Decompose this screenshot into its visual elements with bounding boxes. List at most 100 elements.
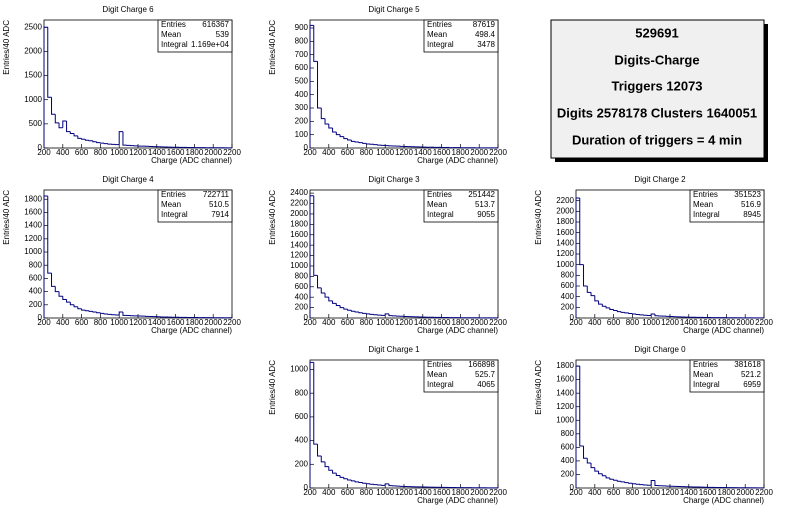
stats-value: 166898 <box>468 360 495 369</box>
x-axis-label: Charge (ADC channel) <box>683 496 764 505</box>
histogram-bin <box>309 361 314 488</box>
histogram-bin <box>354 480 359 483</box>
stats-box <box>423 19 499 53</box>
histogram-bin <box>583 264 588 287</box>
y-tick-label: 0 <box>38 313 43 322</box>
x-tick-label: 200 <box>303 318 317 327</box>
y-axis-label: Entries/40 ADC <box>534 190 543 245</box>
x-tick-label: 800 <box>626 488 640 497</box>
y-axis-label: Entries/40 ADC <box>268 190 277 245</box>
histogram-bin <box>583 446 588 459</box>
y-tick-label: 1200 <box>290 251 308 260</box>
histogram-bin <box>605 475 610 479</box>
x-tick-label: 2200 <box>755 488 773 497</box>
chart-title: Digit Charge 2 <box>634 175 686 184</box>
x-tick-label: 1000 <box>376 148 394 157</box>
chart-title: Digit Charge 4 <box>102 175 154 184</box>
histogram-bin <box>77 135 82 139</box>
histogram-bin <box>73 304 78 308</box>
histogram-bin <box>81 138 86 140</box>
y-axis-label: Entries/40 ADC <box>2 190 11 245</box>
x-axis-label: Charge (ADC channel) <box>683 326 764 335</box>
info-line: Digits-Charge <box>614 52 699 67</box>
stats-value: 87619 <box>473 20 496 29</box>
x-tick-label: 2200 <box>489 318 507 327</box>
x-tick-label: 1000 <box>642 318 660 327</box>
x-tick-label: 1600 <box>167 318 185 327</box>
stats-value: 525.7 <box>475 370 496 379</box>
stats-value: 3478 <box>477 40 495 49</box>
histogram-bin <box>88 310 93 312</box>
x-tick-label: 2000 <box>470 148 488 157</box>
stats-value: 498.4 <box>475 30 496 39</box>
stats-label: Mean <box>427 200 447 209</box>
stats-label: Entries <box>693 190 718 199</box>
histogram-bin <box>332 128 337 133</box>
y-tick-label: 900 <box>295 23 309 32</box>
histogram-bin <box>99 312 105 314</box>
y-axis-label: Entries/40 ADC <box>2 20 11 75</box>
x-tick-label: 1000 <box>376 318 394 327</box>
stats-box <box>423 189 499 223</box>
x-tick-label: 1000 <box>376 488 394 497</box>
stats-label: Entries <box>161 190 186 199</box>
y-tick-label: 800 <box>561 270 575 279</box>
y-tick-label: 100 <box>295 130 309 139</box>
x-tick-label: 600 <box>75 148 89 157</box>
x-tick-label: 1200 <box>661 488 679 497</box>
histogram-bin <box>69 302 75 306</box>
x-tick-label: 200 <box>37 148 51 157</box>
histogram-bin <box>609 307 614 310</box>
histogram-bin <box>313 195 318 276</box>
histogram-bin <box>343 307 348 310</box>
histogram-bin <box>624 481 629 484</box>
x-tick-label: 1800 <box>452 488 470 497</box>
stats-label: Entries <box>161 20 186 29</box>
stats-label: Entries <box>427 20 452 29</box>
x-tick-label: 1400 <box>680 488 698 497</box>
x-axis-label: Charge (ADC channel) <box>417 326 498 335</box>
stats-label: Integral <box>427 210 454 219</box>
histogram-bin <box>350 479 356 482</box>
histogram-bin <box>324 118 329 125</box>
x-tick-label: 600 <box>341 148 355 157</box>
histogram-bin <box>317 275 322 289</box>
y-tick-label: 1800 <box>556 217 574 226</box>
histogram-bin <box>631 313 637 315</box>
histogram-bin <box>343 477 348 480</box>
histogram-bin <box>43 26 48 148</box>
x-tick-label: 200 <box>37 318 51 327</box>
histogram-bin <box>654 314 659 317</box>
stats-box <box>689 189 765 223</box>
x-tick-label: 400 <box>56 318 70 327</box>
stats-value: 4065 <box>477 380 495 389</box>
x-tick-label: 400 <box>56 148 70 157</box>
histogram-bin <box>122 312 127 316</box>
histogram-bin <box>605 306 610 309</box>
info-line: Digits 2578178 Clusters 1640051 <box>557 105 757 120</box>
histogram-bin <box>66 120 71 133</box>
y-tick-label: 600 <box>295 412 309 421</box>
y-tick-label: 700 <box>295 50 309 59</box>
y-tick-label: 300 <box>295 103 309 112</box>
stats-box <box>157 189 233 223</box>
histogram-bin <box>66 299 71 303</box>
stats-box <box>157 19 233 53</box>
y-tick-label: 1200 <box>556 402 574 411</box>
x-tick-label: 800 <box>94 148 108 157</box>
y-tick-label: 200 <box>29 300 43 309</box>
histogram-bin <box>96 141 101 144</box>
histogram-bin <box>47 27 52 98</box>
histogram-bin <box>317 61 322 109</box>
histogram-bin <box>309 24 314 148</box>
histogram-bin <box>358 481 363 484</box>
info-box <box>550 19 765 159</box>
y-tick-label: 1200 <box>24 234 42 243</box>
stats-label: Mean <box>161 200 181 209</box>
histogram-bin <box>313 362 318 445</box>
histogram-bin <box>347 138 352 141</box>
stats-value: 6959 <box>743 380 761 389</box>
stats-box <box>689 359 765 393</box>
y-tick-label: 1800 <box>290 219 308 228</box>
y-tick-label: 400 <box>561 292 575 301</box>
